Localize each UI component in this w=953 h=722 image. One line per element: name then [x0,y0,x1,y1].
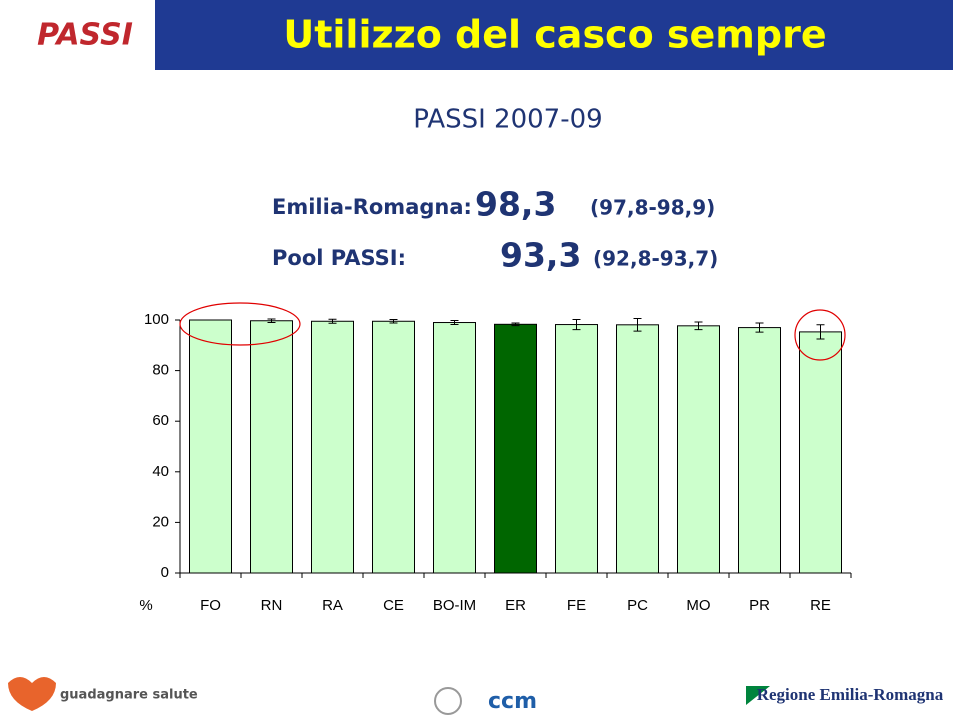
bar [555,324,598,574]
y-tick-label: 60 [152,412,169,429]
stat-label: Pool PASSI: [272,246,406,270]
error-bar [511,322,520,327]
x-tick-label: ER [505,597,526,614]
x-tick-label: CE [383,597,404,614]
x-tick-label: PC [627,597,648,614]
x-tick-label: FO [200,597,221,614]
footer-left: guadagnare salute [60,688,198,703]
bar [250,320,293,574]
stat-label: Emilia-Romagna: [272,195,472,219]
x-tick-label: BO-IM [433,597,476,614]
x-tick-label: MO [686,597,710,614]
footer-logo-icon [8,677,56,711]
highlight-ellipse [179,302,301,346]
bar [616,324,659,574]
bar [677,325,720,574]
footer-right: Regione Emilia-Romagna [757,685,944,704]
y-tick-label: 20 [152,513,169,530]
x-tick-label: RN [261,597,283,614]
y-tick-label: 80 [152,362,169,379]
header-bar [155,0,953,70]
highlight-ellipse [794,309,846,361]
stat-ci: (97,8-98,9) [590,196,715,220]
error-bar [633,317,642,332]
stat-ci: (92,8-93,7) [593,247,718,271]
error-bar [816,324,825,340]
y-unit-label: % [139,597,152,614]
error-bar [389,318,398,324]
y-tick-label: 100 [144,311,169,328]
footer-right-icon [746,686,770,705]
footer-center: ccm [488,689,537,714]
bar [189,319,232,574]
x-tick-label: RA [322,597,343,614]
x-tick-label: FE [567,597,586,614]
slide-title: Utilizzo del casco sempre [283,13,826,57]
bar [494,323,537,574]
footer-center-icon [434,687,462,715]
bar [738,327,781,574]
chart: 0 20 40 60 80 100% FO RN RA CE BO-IM ER FE PC MO PR RE [139,311,852,614]
error-bar [755,322,764,333]
logo: PASSI [37,18,133,53]
error-bar [572,318,581,331]
x-tick-label: RE [810,597,831,614]
error-bar [450,320,459,326]
bar [799,331,842,574]
bar [311,320,354,574]
y-tick-label: 40 [152,463,169,480]
error-bar [328,318,337,324]
x-tick-label: PR [749,597,770,614]
error-bar [267,318,276,324]
bar [433,322,476,574]
stat-value: 98,3 [475,185,556,224]
bar [372,320,415,574]
error-bar [694,321,703,331]
subtitle: PASSI 2007-09 [413,105,602,135]
y-tick-label: 0 [161,564,169,581]
stat-value: 93,3 [500,236,581,275]
